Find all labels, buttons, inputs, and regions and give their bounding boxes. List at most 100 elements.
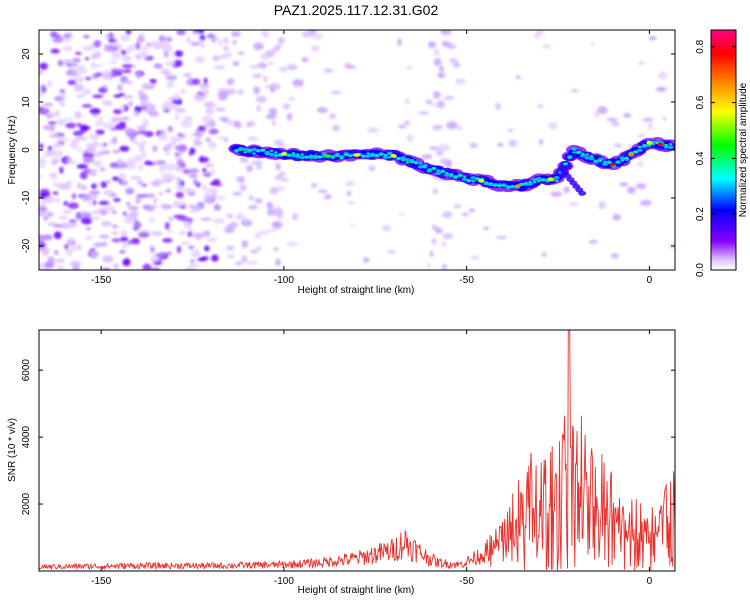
ridge-cell <box>331 156 335 159</box>
ridge-peak <box>478 178 485 183</box>
noise-blob <box>203 101 216 109</box>
noise-blob <box>89 194 99 199</box>
noise-blob <box>177 201 188 206</box>
noise-blob <box>108 32 114 38</box>
noise-blob <box>41 200 49 205</box>
noise-blob <box>150 255 160 262</box>
noise-blob <box>434 227 443 234</box>
noise-blob <box>82 156 94 164</box>
noise-blob <box>54 249 59 256</box>
noise-blob <box>641 117 654 122</box>
noise-blob <box>111 237 122 243</box>
noise-blob <box>271 47 280 52</box>
noise-blob <box>272 208 284 216</box>
ridge-cell <box>607 161 612 164</box>
noise-blob <box>129 43 137 51</box>
noise-blob <box>253 86 261 95</box>
noise-blob <box>108 38 117 43</box>
ridge-cell <box>484 181 489 184</box>
noise-blob <box>211 35 217 44</box>
noise-blob <box>109 162 120 169</box>
noise-blob <box>314 182 320 187</box>
noise-blob <box>432 188 439 195</box>
snr-xlabel: Height of straight line (km) <box>298 585 415 596</box>
noise-blob <box>76 122 82 127</box>
ridge-cell <box>238 148 243 151</box>
spectrogram-heatmap <box>39 30 675 270</box>
noise-blob <box>71 70 78 77</box>
noise-blob <box>204 245 210 252</box>
noise-blob <box>429 250 434 258</box>
noise-blob <box>75 211 83 220</box>
ridge-cell <box>668 143 673 146</box>
noise-blob <box>137 180 143 185</box>
noise-blob <box>193 94 205 102</box>
colorbar-tick-label: 0.0 <box>695 263 706 277</box>
colorbar-tick-label: 0.2 <box>695 207 706 221</box>
noise-blob <box>469 142 478 149</box>
noise-blob <box>85 227 91 231</box>
ridge-cell <box>554 179 559 183</box>
noise-blob <box>191 132 204 137</box>
noise-blob <box>165 163 177 171</box>
noise-blob <box>249 64 261 70</box>
ridge-cell <box>388 156 392 159</box>
colorbar-ticks: 0.0 0.2 0.4 0.6 0.8 <box>695 39 736 277</box>
noise-blob <box>86 201 93 206</box>
noise-blob <box>188 245 195 250</box>
noise-blob <box>135 197 141 204</box>
noise-blob <box>288 96 296 102</box>
noise-blob <box>482 226 490 231</box>
noise-blob <box>265 114 277 120</box>
noise-blob <box>251 160 263 165</box>
noise-blob <box>50 48 61 54</box>
noise-blob <box>99 167 106 172</box>
noise-blob <box>241 240 248 248</box>
snr-frame <box>38 329 676 572</box>
noise-blob <box>112 210 117 215</box>
y-tick-label: 0 <box>21 147 32 153</box>
ridge-cell <box>321 152 327 156</box>
noise-blob <box>127 239 132 246</box>
noise-blob <box>332 124 341 132</box>
noise-blob <box>117 83 123 92</box>
noise-blob <box>39 90 44 98</box>
noise-blob <box>541 44 552 49</box>
noise-blob <box>59 166 64 174</box>
noise-blob <box>46 222 58 226</box>
colorbar-gradient <box>711 30 736 270</box>
noise-blob <box>153 63 163 69</box>
noise-blob <box>311 33 323 40</box>
noise-blob <box>174 113 180 121</box>
ridge-cell <box>510 184 515 188</box>
noise-blob <box>166 36 173 43</box>
noise-blob <box>100 181 107 189</box>
x-tick-label: 0 <box>647 576 653 587</box>
noise-blob <box>213 203 221 211</box>
noise-blob <box>461 212 470 216</box>
noise-blob <box>57 183 70 187</box>
noise-blob <box>58 215 68 220</box>
noise-blob <box>328 113 337 120</box>
noise-blob <box>433 49 440 57</box>
noise-blob <box>72 130 84 137</box>
ridge-cell <box>619 156 626 160</box>
noise-blob <box>197 125 206 132</box>
noise-blob <box>256 246 262 251</box>
noise-blob <box>202 230 211 237</box>
noise-blob <box>612 214 621 221</box>
noise-blob <box>43 251 49 257</box>
ridge-cell <box>519 182 524 186</box>
noise-blob <box>172 93 180 100</box>
noise-blob <box>97 207 103 212</box>
noise-blob <box>218 93 228 101</box>
noise-blob <box>203 77 208 85</box>
noise-blob <box>183 220 191 225</box>
noise-blob <box>138 231 150 238</box>
noise-blob <box>88 133 100 141</box>
noise-blob <box>122 116 128 121</box>
noise-blob <box>117 44 123 52</box>
noise-blob <box>98 116 103 122</box>
noise-blob <box>126 80 133 85</box>
noise-blob <box>132 226 139 231</box>
